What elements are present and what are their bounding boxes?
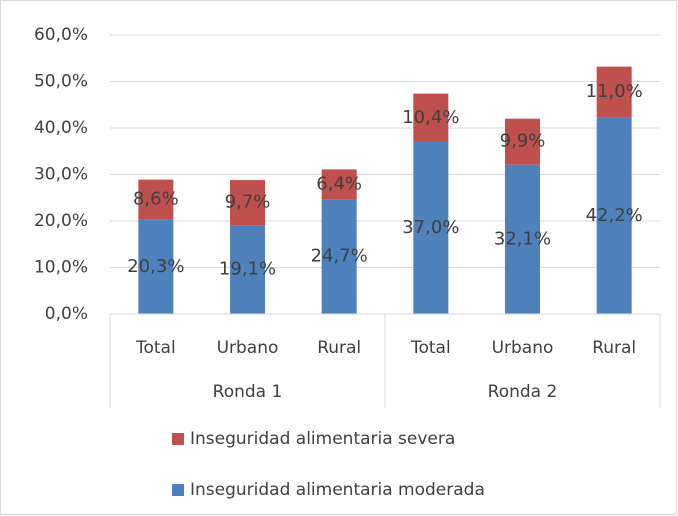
legend-swatch <box>172 433 184 445</box>
data-label: 9,9% <box>500 131 546 152</box>
data-label: 6,4% <box>316 173 362 194</box>
bar-segment <box>596 117 632 315</box>
data-label: 11,0% <box>586 81 643 102</box>
bar-segment <box>138 179 174 220</box>
x-tick-label: Total <box>135 338 176 358</box>
bar-segment <box>505 118 540 165</box>
y-tick-label: 60,0% <box>34 25 88 45</box>
data-label: 9,7% <box>225 192 271 213</box>
x-tick-label: Rural <box>317 338 361 358</box>
legend-label: Inseguridad alimentaria moderada <box>190 480 485 500</box>
y-tick-label: 50,0% <box>34 72 88 92</box>
x-tick-label: Urbano <box>492 338 554 358</box>
bar-segment <box>321 199 357 314</box>
x-tick-label: Urbano <box>217 338 279 358</box>
x-tick-label: Rural <box>592 338 636 358</box>
bar-segment <box>413 141 449 314</box>
y-tick-label: 0,0% <box>45 304 88 324</box>
data-label: 42,2% <box>586 205 643 226</box>
bar-segment <box>321 169 357 200</box>
bar-segment <box>230 225 265 314</box>
bar-segment <box>505 164 540 314</box>
group-label: Ronda 2 <box>488 382 558 402</box>
y-tick-label: 30,0% <box>34 165 88 185</box>
legend-label: Inseguridad alimentaria severa <box>190 429 455 449</box>
data-label: 10,4% <box>402 107 459 128</box>
bar-segment <box>230 180 265 226</box>
bar-segment <box>138 219 174 314</box>
group-label: Ronda 1 <box>213 382 283 402</box>
data-label: 8,6% <box>133 189 179 210</box>
data-label: 20,3% <box>127 256 184 277</box>
data-label: 37,0% <box>402 217 459 238</box>
legend-swatch <box>172 484 184 496</box>
x-tick-label: Total <box>410 338 451 358</box>
data-label: 24,7% <box>311 246 368 267</box>
y-tick-label: 10,0% <box>34 258 88 278</box>
y-tick-label: 40,0% <box>34 118 88 138</box>
y-tick-label: 20,0% <box>34 211 88 231</box>
bar-segment <box>413 93 449 142</box>
data-label: 19,1% <box>219 259 276 280</box>
bar-segment <box>596 66 632 118</box>
data-label: 32,1% <box>494 228 551 249</box>
